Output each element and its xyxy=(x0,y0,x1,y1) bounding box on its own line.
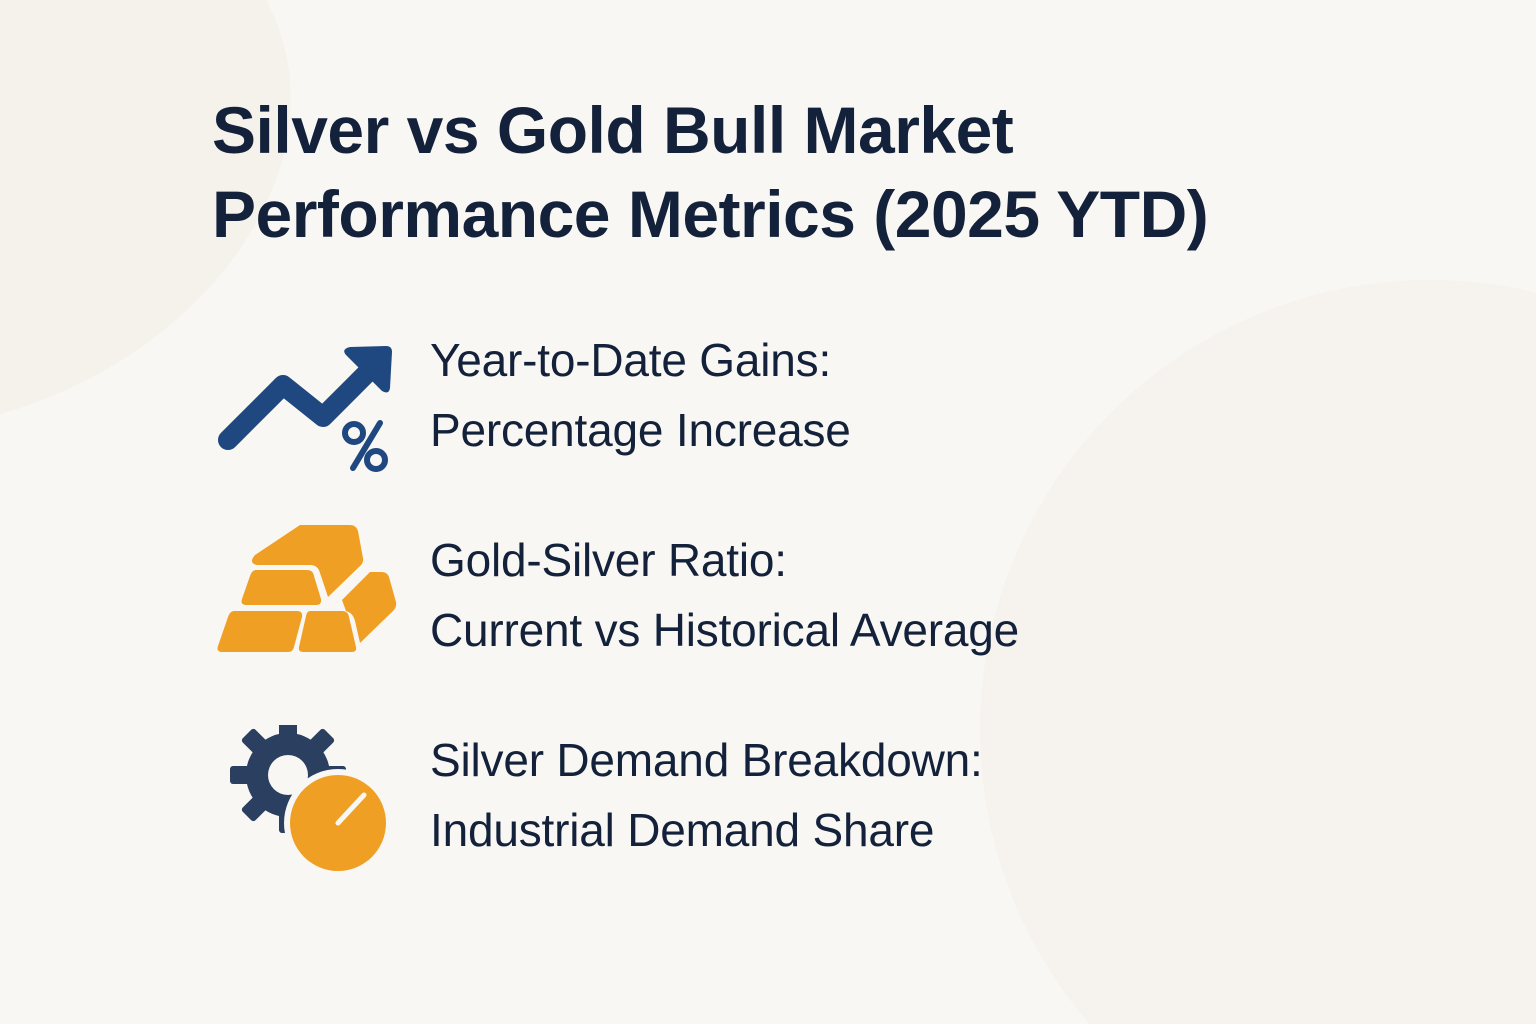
metric-subheading: Current vs Historical Average xyxy=(430,604,1020,656)
metric-text: Gold-Silver Ratio: Current vs Historical… xyxy=(430,525,1019,665)
metric-heading: Gold-Silver Ratio: xyxy=(430,534,787,586)
metric-text: Year-to-Date Gains: Percentage Increase xyxy=(430,325,851,465)
metric-gold-silver-ratio: Gold-Silver Ratio: Current vs Historical… xyxy=(210,525,1310,695)
title-line-1: Silver vs Gold Bull Market xyxy=(212,93,1014,167)
metric-subheading: Percentage Increase xyxy=(430,404,851,456)
trending-up-percent-icon xyxy=(210,325,400,495)
metric-heading: Year-to-Date Gains: xyxy=(430,334,832,386)
metric-ytd-gains: Year-to-Date Gains: Percentage Increase xyxy=(210,325,1310,495)
gold-bars-icon xyxy=(210,525,400,695)
gear-pie-chart-icon xyxy=(210,717,400,895)
metric-silver-demand: Silver Demand Breakdown: Industrial Dema… xyxy=(210,717,1310,895)
metric-heading: Silver Demand Breakdown: xyxy=(430,734,983,786)
metric-subheading: Industrial Demand Share xyxy=(430,804,935,856)
page-title: Silver vs Gold Bull Market Performance M… xyxy=(212,88,1462,256)
title-line-2: Performance Metrics (2025 YTD) xyxy=(212,177,1209,251)
metric-text: Silver Demand Breakdown: Industrial Dema… xyxy=(430,725,983,865)
